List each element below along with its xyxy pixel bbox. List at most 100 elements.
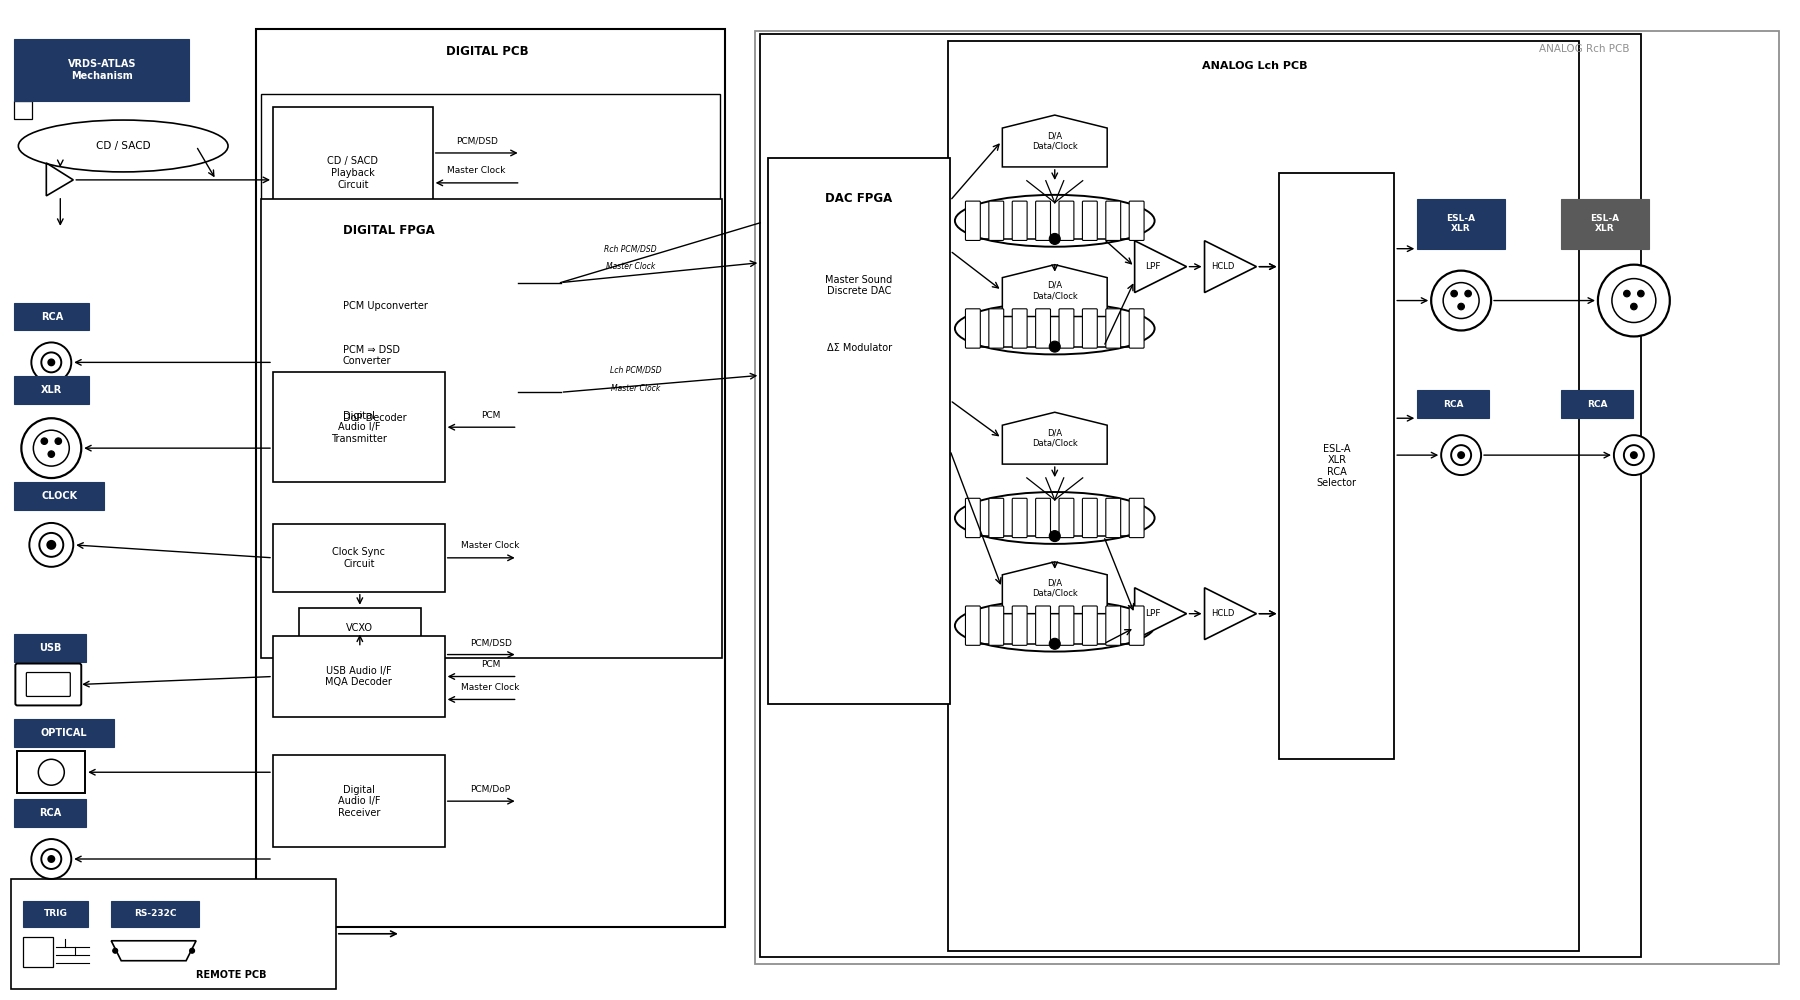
FancyBboxPatch shape (1129, 201, 1145, 240)
Bar (14, 376, 90, 404)
Polygon shape (1204, 241, 1256, 293)
FancyBboxPatch shape (1058, 606, 1075, 645)
Text: DIGITAL PCB: DIGITAL PCB (446, 45, 529, 58)
Text: RS-232C: RS-232C (133, 909, 176, 918)
Polygon shape (1204, 588, 1256, 640)
FancyBboxPatch shape (1012, 606, 1028, 645)
FancyBboxPatch shape (27, 673, 70, 696)
FancyBboxPatch shape (1082, 201, 1098, 240)
Text: ESL-A
XLR: ESL-A XLR (1447, 214, 1476, 233)
Bar (274, 107, 432, 239)
Bar (756, 31, 1778, 964)
Circle shape (1611, 279, 1656, 322)
FancyBboxPatch shape (1082, 606, 1098, 645)
FancyBboxPatch shape (1105, 201, 1121, 240)
Text: ΔΣ Modulator: ΔΣ Modulator (826, 343, 891, 353)
Text: RCA: RCA (1586, 400, 1607, 409)
Text: PCM: PCM (481, 660, 500, 669)
Circle shape (1465, 290, 1471, 297)
Text: DAC FPGA: DAC FPGA (826, 192, 893, 205)
Text: Digital
Audio I/F
Receiver: Digital Audio I/F Receiver (338, 785, 380, 818)
Circle shape (47, 541, 56, 549)
Bar (1417, 390, 1489, 418)
Circle shape (29, 523, 74, 567)
Polygon shape (1003, 562, 1107, 614)
FancyBboxPatch shape (988, 498, 1004, 538)
FancyBboxPatch shape (1082, 498, 1098, 538)
Text: CLOCK: CLOCK (41, 491, 77, 501)
Bar (769, 158, 950, 704)
FancyBboxPatch shape (1082, 309, 1098, 348)
Text: RCA: RCA (41, 312, 63, 322)
Circle shape (1431, 271, 1490, 330)
Bar (256, 29, 725, 927)
Text: Master Sound
Discrete DAC: Master Sound Discrete DAC (826, 275, 893, 296)
Circle shape (1451, 290, 1458, 297)
Circle shape (49, 856, 54, 862)
Polygon shape (1134, 588, 1186, 640)
Circle shape (22, 418, 81, 478)
Bar (14, 101, 32, 119)
Circle shape (1049, 233, 1060, 244)
Text: HCLD: HCLD (1211, 262, 1235, 271)
Text: D/A
Data/Clock: D/A Data/Clock (1031, 131, 1078, 151)
FancyBboxPatch shape (1035, 606, 1051, 645)
FancyBboxPatch shape (965, 498, 981, 538)
Text: USB: USB (40, 643, 61, 653)
Bar (14, 39, 189, 101)
Circle shape (1631, 303, 1638, 310)
Circle shape (1049, 638, 1060, 649)
Circle shape (1442, 435, 1481, 475)
Bar (274, 755, 445, 847)
Circle shape (40, 533, 63, 557)
Circle shape (31, 342, 72, 382)
Text: D/A
Data/Clock: D/A Data/Clock (1031, 578, 1078, 597)
FancyBboxPatch shape (1129, 309, 1145, 348)
Circle shape (1458, 452, 1463, 458)
Circle shape (1598, 265, 1670, 336)
Circle shape (41, 849, 61, 869)
Text: Lch PCM/DSD: Lch PCM/DSD (610, 366, 661, 375)
Text: PCM/DSD: PCM/DSD (455, 136, 497, 145)
Text: VRDS-ATLAS
Mechanism: VRDS-ATLAS Mechanism (67, 59, 137, 81)
FancyBboxPatch shape (1012, 498, 1028, 538)
Circle shape (31, 839, 72, 879)
Text: XLR: XLR (41, 385, 63, 395)
Circle shape (1451, 445, 1471, 465)
Text: REMOTE PCB: REMOTE PCB (196, 970, 266, 980)
Ellipse shape (18, 120, 229, 172)
FancyBboxPatch shape (1012, 309, 1028, 348)
Bar (23, 937, 54, 967)
FancyBboxPatch shape (965, 309, 981, 348)
FancyBboxPatch shape (1035, 201, 1051, 240)
FancyBboxPatch shape (1058, 201, 1075, 240)
FancyBboxPatch shape (1058, 498, 1075, 538)
Bar (14, 719, 113, 747)
FancyBboxPatch shape (1105, 309, 1121, 348)
FancyBboxPatch shape (1012, 201, 1028, 240)
Text: Master Clock: Master Clock (448, 166, 506, 175)
Circle shape (1624, 290, 1631, 297)
Circle shape (1458, 303, 1465, 310)
FancyBboxPatch shape (1105, 498, 1121, 538)
FancyBboxPatch shape (965, 606, 981, 645)
Circle shape (1631, 452, 1636, 458)
Text: PCM: PCM (481, 411, 500, 420)
Circle shape (1638, 290, 1643, 297)
Bar (299, 608, 421, 648)
Bar (274, 524, 445, 592)
Bar (14, 482, 104, 510)
Circle shape (38, 759, 65, 785)
Text: ANALOG Lch PCB: ANALOG Lch PCB (1202, 61, 1307, 71)
FancyBboxPatch shape (988, 606, 1004, 645)
Text: USB Audio I/F
MQA Decoder: USB Audio I/F MQA Decoder (326, 666, 392, 687)
Bar (760, 34, 1642, 957)
Text: LPF: LPF (1145, 262, 1161, 271)
FancyBboxPatch shape (988, 201, 1004, 240)
FancyBboxPatch shape (965, 201, 981, 240)
FancyBboxPatch shape (988, 309, 1004, 348)
Polygon shape (1003, 265, 1107, 317)
Text: HCLD: HCLD (1211, 609, 1235, 618)
Circle shape (34, 430, 68, 466)
Bar (949, 41, 1579, 951)
